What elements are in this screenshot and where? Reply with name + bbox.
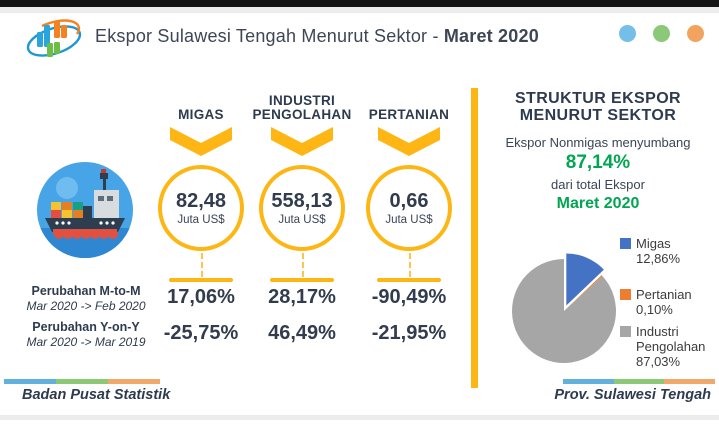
sector-label-line1: MIGAS	[178, 107, 224, 122]
structure-title-line2: MENURUT SEKTOR	[519, 107, 677, 124]
chevron-down-icon	[170, 127, 232, 156]
legend-item-pertanian: Pertanian 0,10%	[620, 287, 717, 317]
yellow-underline-bar	[270, 278, 334, 282]
row-label-mtm-subtitle: Mar 2020 -> Feb 2020	[26, 299, 146, 313]
sector-label: INDUSTRI PENGOLAHAN	[232, 86, 372, 122]
ship-illustration	[37, 162, 133, 263]
bps-logo-icon	[26, 19, 82, 57]
yellow-underline-bar	[377, 278, 441, 282]
structure-title-line1: STRUKTUR EKSPOR	[514, 90, 681, 107]
sector-label-line2: PENGOLAHAN	[252, 107, 352, 122]
structure-panel: STRUKTUR EKSPOR MENURUT SEKTOR Ekspor No…	[480, 90, 716, 213]
page-title-period: Maret 2020	[443, 26, 539, 46]
legend-swatch-pertanian	[620, 289, 631, 300]
stripe-segment-orange	[108, 379, 160, 384]
pie-legend: Migas 12,86% Pertanian 0,10% Industri Pe…	[620, 236, 717, 369]
legend-label-industri: Industri Pengolahan 87,03%	[636, 324, 706, 369]
pie-slice-migas	[566, 253, 604, 306]
legend-item-industri: Industri Pengolahan 87,03%	[620, 324, 717, 369]
mtm-change-value: -90,49%	[371, 286, 447, 308]
top-gray-strip	[0, 7, 719, 13]
bottom-gray-strip	[0, 415, 719, 420]
legend-label-migas: Migas 12,86%	[636, 236, 681, 266]
bps-logo	[22, 12, 86, 71]
row-label-mtm-title: Perubahan M-to-M	[31, 284, 141, 298]
export-unit: Juta US$	[385, 214, 433, 226]
chevron-down-icon	[378, 127, 440, 156]
row-label-yoy: Perubahan Y-on-Y Mar 2020 -> Mar 2019	[8, 320, 164, 349]
export-value-circle: 558,13 Juta US$	[259, 165, 345, 251]
stripe-segment-blue	[563, 379, 614, 384]
export-value: 82,48	[175, 190, 227, 212]
export-unit: Juta US$	[278, 214, 326, 226]
export-unit: Juta US$	[177, 214, 225, 226]
header-dot-green	[653, 25, 670, 42]
sector-label-line1: PERTANIAN	[368, 107, 450, 122]
row-label-mtm: Perubahan M-to-M Mar 2020 -> Feb 2020	[8, 284, 164, 313]
sector-label-line1: INDUSTRI	[268, 93, 336, 108]
pie-chart	[511, 253, 616, 363]
yoy-change-value: -21,95%	[371, 322, 447, 344]
export-value-circle: 82,48 Juta US$	[158, 165, 244, 251]
vertical-divider	[471, 88, 478, 388]
connector-dashed-line	[302, 253, 304, 277]
stripe-segment-blue	[4, 379, 56, 384]
header-dot-orange	[687, 25, 704, 42]
footer-right-label: Prov. Sulawesi Tengah	[554, 387, 711, 403]
export-value: 0,66	[389, 190, 429, 212]
stripe-segment-orange	[664, 379, 716, 384]
header-dot-blue	[619, 25, 636, 42]
yellow-underline-bar	[169, 278, 233, 282]
legend-swatch-migas	[620, 238, 631, 249]
nonmigas-lead-text: Ekspor Nonmigas menyumbang	[505, 135, 691, 150]
top-border-bar	[0, 0, 719, 7]
legend-label-pertanian: Pertanian 0,10%	[636, 287, 692, 317]
header-dots	[619, 25, 704, 42]
export-value: 558,13	[271, 190, 333, 212]
page-title-regular: Ekspor Sulawesi Tengah Menurut Sektor -	[95, 26, 444, 46]
connector-dashed-line	[201, 253, 203, 277]
page-title: Ekspor Sulawesi Tengah Menurut Sektor - …	[95, 26, 539, 47]
sector-label: MIGAS	[131, 86, 271, 122]
yoy-change-value: 46,49%	[268, 322, 336, 344]
sector-label: PERTANIAN	[339, 86, 479, 122]
mtm-change-value: 28,17%	[268, 286, 336, 308]
nonmigas-period: Maret 2020	[556, 195, 640, 212]
pie-slice-pertanian	[564, 275, 603, 311]
legend-item-migas: Migas 12,86%	[620, 236, 717, 266]
nonmigas-mid-text: dari total Ekspor	[551, 177, 645, 192]
chevron-down-icon	[271, 127, 333, 156]
connector-dashed-line	[409, 253, 411, 277]
legend-swatch-industri	[620, 326, 631, 337]
row-label-yoy-title: Perubahan Y-on-Y	[32, 320, 140, 334]
footer-left-label: Badan Pusat Statistik	[22, 387, 171, 403]
footer-stripe-right	[563, 379, 716, 384]
footer-stripe-left	[4, 379, 160, 384]
export-value-circle: 0,66 Juta US$	[366, 165, 452, 251]
row-label-yoy-subtitle: Mar 2020 -> Mar 2019	[26, 335, 146, 349]
structure-panel-title: STRUKTUR EKSPOR MENURUT SEKTOR	[480, 90, 716, 124]
stripe-segment-green	[56, 379, 108, 384]
pie-slice-industri	[511, 259, 616, 363]
cargo-ship-icon	[37, 162, 133, 258]
nonmigas-share-value: 87,14%	[565, 152, 631, 173]
stripe-segment-green	[613, 379, 665, 384]
mtm-change-value: 17,06%	[167, 286, 235, 308]
yoy-change-value: -25,75%	[163, 322, 239, 344]
